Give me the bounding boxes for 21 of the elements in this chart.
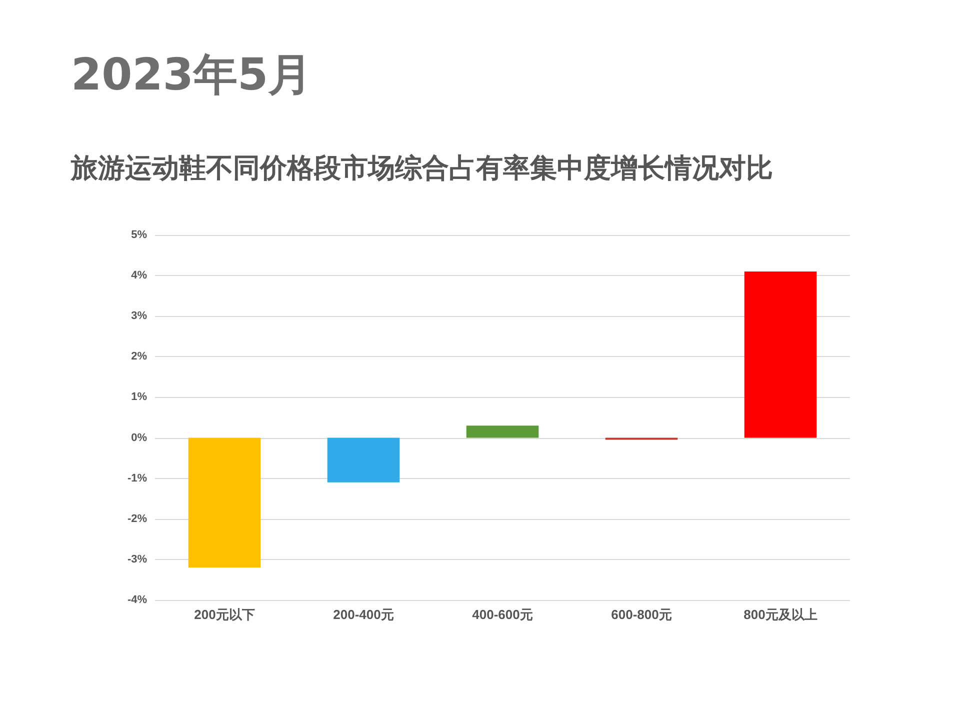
bar	[327, 438, 400, 482]
x-tick-label: 400-600元	[472, 607, 533, 622]
chart-subtitle: 旅游运动鞋不同价格段市场综合占有率集中度增长情况对比	[70, 153, 773, 184]
y-tick-label: 3%	[131, 310, 148, 322]
bar	[188, 438, 261, 568]
x-tick-label: 200元以下	[194, 607, 255, 622]
chart-title: 2023年5月	[71, 50, 312, 100]
y-tick-label: -4%	[127, 594, 148, 606]
y-tick-label: -3%	[127, 553, 148, 566]
bar	[466, 426, 539, 438]
bar	[744, 272, 817, 438]
x-tick-label: 800元及以上	[744, 607, 818, 622]
y-tick-label: 1%	[131, 391, 148, 404]
x-tick-label: 600-800元	[611, 607, 672, 622]
x-tick-label: 200-400元	[333, 607, 394, 622]
y-tick-label: 0%	[131, 432, 148, 444]
y-tick-label: 4%	[131, 270, 148, 282]
y-tick-label: -1%	[127, 472, 148, 484]
y-tick-label: -2%	[127, 512, 148, 525]
y-tick-label: 2%	[131, 350, 148, 363]
y-tick-label: 5%	[131, 229, 148, 241]
